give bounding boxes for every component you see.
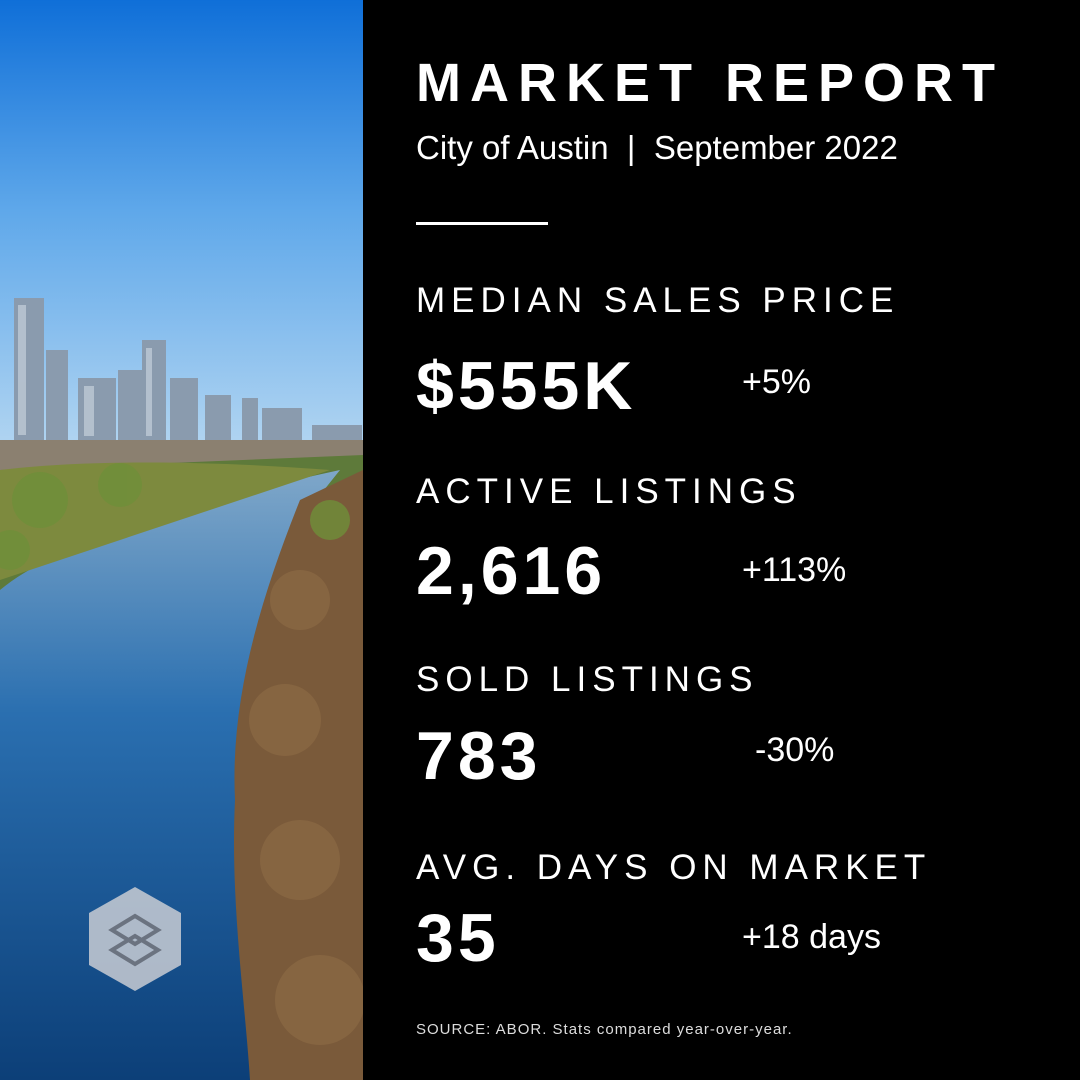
logo [89,887,181,991]
stat-value: 783 [416,718,542,794]
stat-change: -30% [755,731,835,769]
divider [416,222,548,225]
city-photo [0,0,363,1080]
stat-value: 35 [416,900,500,976]
stat-change: +5% [742,363,811,401]
stat-label: ACTIVE LISTINGS [416,472,802,511]
stat-value: $555K [416,348,637,424]
stat-label: SOLD LISTINGS [416,660,759,699]
stat-change: +113% [742,551,847,589]
stat-change: +18 days [742,918,881,956]
report-panel [363,0,1080,1080]
title: MARKET REPORT [416,53,1004,113]
stat-value: 2,616 [416,533,607,609]
stat-label: MEDIAN SALES PRICE [416,281,900,320]
source-note: SOURCE: ABOR. Stats compared year-over-y… [416,1021,793,1038]
stat-label: AVG. DAYS ON MARKET [416,848,932,887]
subtitle: City of Austin | September 2022 [416,129,898,166]
